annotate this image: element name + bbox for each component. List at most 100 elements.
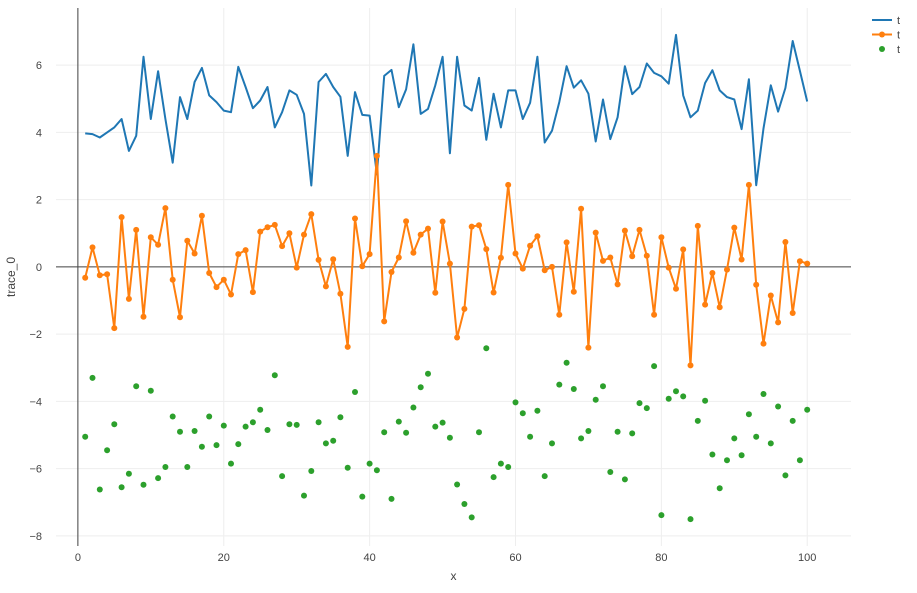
series-2-point: [162, 205, 169, 212]
y-axis-title: trace_0: [4, 257, 18, 297]
y-tick-label: 6: [36, 60, 42, 72]
series-2-point: [271, 221, 278, 228]
legend-item-2[interactable]: t: [872, 30, 900, 42]
series-3-point: [169, 413, 176, 420]
series-3-point: [570, 386, 577, 392]
series-3-point: [206, 413, 213, 420]
series-2-point: [702, 301, 709, 308]
series-3-point: [344, 464, 351, 471]
series-2-point: [731, 224, 738, 231]
series-3-point: [330, 437, 337, 444]
series-3-point: [446, 434, 453, 441]
series-3-point: [125, 470, 132, 477]
series-3-point: [629, 430, 636, 437]
series-3-point: [155, 475, 162, 482]
series-3-point: [665, 395, 672, 402]
series-2-point: [614, 281, 621, 288]
series-3-point: [359, 493, 366, 500]
series-2-point: [454, 334, 461, 341]
legend-label: t: [897, 15, 900, 27]
series-3-point: [395, 418, 402, 425]
series-2-point: [490, 289, 497, 296]
series-2-point: [279, 243, 286, 250]
legend-marker-swatch: [879, 31, 885, 38]
series-2-point: [125, 295, 132, 302]
series-2-point: [600, 257, 606, 264]
series-2-point: [709, 270, 716, 276]
series-3-point: [476, 429, 482, 436]
series-2-point: [724, 266, 730, 273]
series-3-point: [184, 464, 191, 470]
series-3-point: [724, 457, 730, 464]
series-2-point: [549, 263, 555, 270]
series-3-point: [403, 429, 410, 436]
series-2-point: [169, 276, 176, 283]
series-3-point: [658, 512, 665, 519]
series-3-point: [534, 407, 541, 414]
series-2-line: [84, 154, 808, 367]
series-2-point: [483, 246, 490, 253]
series-2-point: [308, 211, 315, 218]
x-tick-label: 100: [798, 552, 816, 564]
series-2-point: [235, 251, 242, 258]
series-2-point: [286, 230, 293, 237]
series-3-point: [731, 435, 738, 442]
series-2-point: [118, 214, 125, 221]
series-2-point: [366, 251, 373, 258]
legend-item-3[interactable]: t: [879, 44, 900, 56]
series-2-point: [315, 256, 322, 263]
series-2-point: [680, 246, 687, 253]
series-2-point: [629, 253, 636, 260]
series-2-point: [585, 344, 592, 351]
series-2-point: [425, 225, 431, 232]
series-3-point: [767, 440, 774, 447]
series-1: [85, 33, 809, 187]
series-3-point: [454, 481, 461, 488]
series-2-point: [534, 233, 541, 240]
series-3-point: [242, 423, 249, 430]
series-3-point: [315, 419, 322, 426]
series-3-point: [607, 469, 614, 475]
series-3-point: [687, 516, 694, 523]
series-2-point: [519, 265, 526, 272]
series-3-point: [89, 374, 96, 381]
series-3-point: [578, 435, 585, 442]
series-3-point: [213, 442, 220, 449]
series-3-point: [585, 428, 592, 434]
axes: 0 20 40 60 80 100 −8 −6 −4 −2 0 2 4 6: [29, 8, 851, 564]
series-3-point: [439, 419, 446, 426]
series-3-point: [549, 440, 555, 447]
series-2-point: [775, 319, 782, 326]
series-2-point: [804, 260, 811, 267]
series-2-point: [89, 244, 96, 251]
series-2-point: [206, 270, 213, 276]
series-2-point: [242, 247, 249, 254]
series-3-point: [308, 468, 315, 474]
series-3-point: [264, 427, 271, 433]
series-2-point: [497, 254, 504, 261]
series-2-point: [658, 234, 665, 241]
series-2-point: [592, 229, 599, 236]
series-3-point: [702, 397, 709, 404]
y-tick-label: 2: [36, 195, 42, 207]
legend[interactable]: ttt: [872, 15, 900, 56]
series-2-point: [140, 313, 147, 320]
x-tick-label: 80: [655, 552, 667, 564]
series-2-point: [82, 274, 89, 281]
series-2-point: [527, 242, 534, 249]
series-3-point: [709, 451, 716, 458]
x-tick-label: 40: [363, 552, 375, 564]
series-3-point: [271, 372, 278, 379]
series-3-point: [147, 387, 154, 394]
series-2-point: [359, 263, 366, 270]
legend-item-1[interactable]: t: [872, 15, 900, 27]
series-2-point: [337, 290, 344, 297]
series-2-point: [760, 340, 767, 347]
series-3-point: [82, 433, 89, 440]
series-2-point: [694, 222, 701, 229]
y-tick-label: −4: [29, 396, 42, 408]
series-2-point: [446, 260, 453, 267]
series-1-line: [85, 33, 809, 187]
series-2-point: [344, 343, 351, 350]
series-2-point: [257, 228, 264, 235]
